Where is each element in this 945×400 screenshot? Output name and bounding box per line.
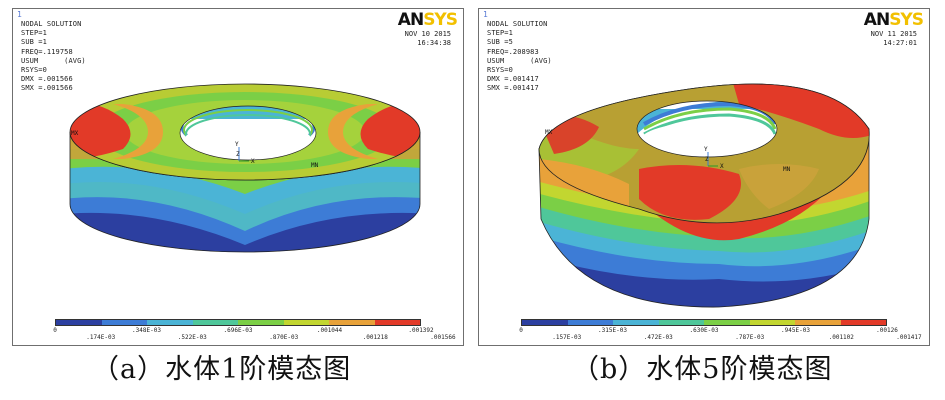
time-text: 14:27:01 [883,39,917,47]
axis-x-label: X [251,158,255,165]
info-sub: SUB =1 [21,38,47,47]
mx-marker: MX [71,130,79,137]
legend-label: .945E-03 [781,327,810,334]
solution-info-block: NODAL SOLUTION STEP=1 SUB =1 FREQ=.11975… [21,20,86,94]
info-smx: SMX =.001566 [21,84,73,93]
ring-contour-model: Y Z X MX MN [69,83,421,253]
info-rsys: RSYS=0 [487,66,513,75]
ansys-logo: ANSYS [397,10,458,30]
ansys-logo: ANSYS [863,10,924,30]
legend-label: .787E-03 [735,334,765,341]
timestamp: NOV 10 2015 16:34:38 [405,30,451,48]
legend-label: .522E-03 [177,334,207,341]
legend-label: .001044 [316,327,343,334]
axis-y-label: Y [704,146,708,153]
mode-plot-panel-b: 1 NODAL SOLUTION STEP=1 SUB =5 FREQ=.208… [478,8,930,346]
info-freq: FREQ=.208983 [487,47,539,56]
caption-mode-1: （a）水体1阶模态图 [92,354,352,385]
axis-x-label: X [720,163,724,170]
mn-marker: MN [783,166,791,173]
time-text: 16:34:38 [417,39,451,47]
contour-legend: 0 .348E-03 .696E-03 .001044 .001392 .174… [53,319,456,343]
info-rsys: RSYS=0 [21,66,47,75]
legend-top-labels: 0 .315E-03 .630E-03 .945E-03 .00126 [519,327,898,336]
mn-marker: MN [311,162,319,169]
legend-label: .001566 [430,334,456,341]
legend-label: .157E-03 [552,334,582,341]
date-text: NOV 11 2015 [870,30,917,38]
legend-label: .174E-03 [86,334,116,341]
info-smx: SMX =.001417 [487,84,539,93]
legend-label: .630E-03 [689,327,719,334]
info-title: NODAL SOLUTION [487,20,548,28]
axis-z-label: Z [705,156,709,163]
mode-plot-panel-a: 1 NODAL SOLUTION STEP=1 SUB =1 FREQ=.119… [12,8,464,346]
info-step: STEP=1 [487,29,513,38]
legend-label: .001218 [362,334,388,341]
legend-label: .472E-03 [643,334,673,341]
info-freq: FREQ=.119758 [21,47,73,56]
info-usum: USUM (AVG) [21,56,86,65]
legend-label: .696E-03 [223,327,253,334]
legend-color-bar [55,319,421,326]
ring-contour-model: Y Z X MX MN [538,83,870,308]
legend-label: 0 [519,327,523,334]
legend-label: 0 [53,327,57,334]
info-dmx: DMX =.001417 [487,75,539,84]
axis-triad: Y Z X [704,146,724,170]
legend-label: .00126 [876,327,898,334]
legend-top-labels: 0 .348E-03 .696E-03 .001044 .001392 [53,327,433,336]
contour-legend: 0 .315E-03 .630E-03 .945E-03 .00126 .157… [519,319,922,343]
legend-label: .870E-03 [269,334,299,341]
axis-triad: Y Z X [235,141,255,165]
info-title: NODAL SOLUTION [21,20,82,28]
window-number: 1 [17,10,22,19]
timestamp: NOV 11 2015 14:27:01 [871,30,917,48]
legend-color-bar [521,319,887,326]
legend-label: .315E-03 [598,327,627,334]
legend-bottom-labels: .157E-03 .472E-03 .787E-03 .001102 .0014… [521,334,921,343]
mx-marker: MX [545,129,553,136]
solution-info-block: NODAL SOLUTION STEP=1 SUB =5 FREQ=.20898… [487,20,552,94]
info-dmx: DMX =.001566 [21,75,73,84]
legend-bottom-labels: .174E-03 .522E-03 .870E-03 .001218 .0015… [55,334,455,343]
info-step: STEP=1 [21,29,47,38]
axis-z-label: Z [236,151,240,158]
legend-label: .001392 [408,327,434,334]
axis-y-label: Y [235,141,239,148]
info-usum: USUM (AVG) [487,56,552,65]
window-number: 1 [483,10,488,19]
legend-label: .348E-03 [132,327,161,334]
info-sub: SUB =5 [487,38,513,47]
date-text: NOV 10 2015 [404,30,451,38]
legend-label: .001417 [896,334,922,341]
legend-label: .001102 [828,334,854,341]
caption-mode-5: （b）水体5阶模态图 [572,354,833,385]
